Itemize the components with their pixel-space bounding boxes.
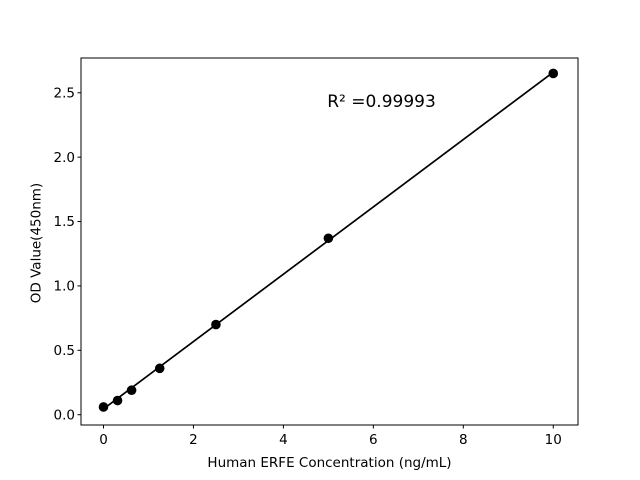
x-tick-label: 0 [99,432,108,448]
data-point [112,395,123,406]
data-point [211,319,221,330]
x-axis-ticks: 0 2 4 6 8 10 [99,425,562,448]
x-axis-label: Human ERFE Concentration (ng/mL) [207,455,451,471]
y-tick-label: 1.0 [54,279,75,295]
data-series [98,68,559,412]
r-squared-annotation: R² =0.99993 [327,92,436,112]
data-point [548,68,559,79]
x-tick-label: 6 [369,432,378,448]
plot-frame [80,57,579,426]
data-point [323,233,334,244]
x-tick-label: 8 [459,432,468,448]
x-tick-label: 10 [545,432,562,448]
y-tick-label: 2.0 [54,150,75,166]
x-tick-label: 2 [189,432,198,448]
y-tick-label: 2.5 [54,85,75,101]
data-point [98,402,109,412]
y-axis-label: OD Value(450nm) [29,183,45,303]
x-tick-label: 4 [279,432,288,448]
y-axis-ticks: 0.0 0.5 1.0 1.5 2.0 2.5 [54,85,81,423]
y-tick-label: 0.5 [54,343,75,359]
data-point [154,363,165,374]
y-tick-label: 1.5 [54,214,75,230]
data-point [126,385,137,396]
y-tick-label: 0.0 [54,407,75,423]
